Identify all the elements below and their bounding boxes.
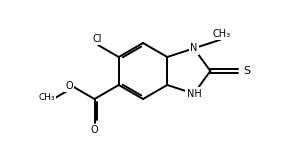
Text: CH₃: CH₃	[38, 93, 55, 102]
Text: O: O	[91, 125, 98, 135]
Text: CH₃: CH₃	[212, 29, 231, 39]
Text: Cl: Cl	[92, 34, 102, 44]
Text: NH: NH	[186, 89, 201, 99]
Text: O: O	[65, 81, 73, 91]
Text: S: S	[243, 66, 251, 76]
Text: N: N	[190, 43, 198, 53]
